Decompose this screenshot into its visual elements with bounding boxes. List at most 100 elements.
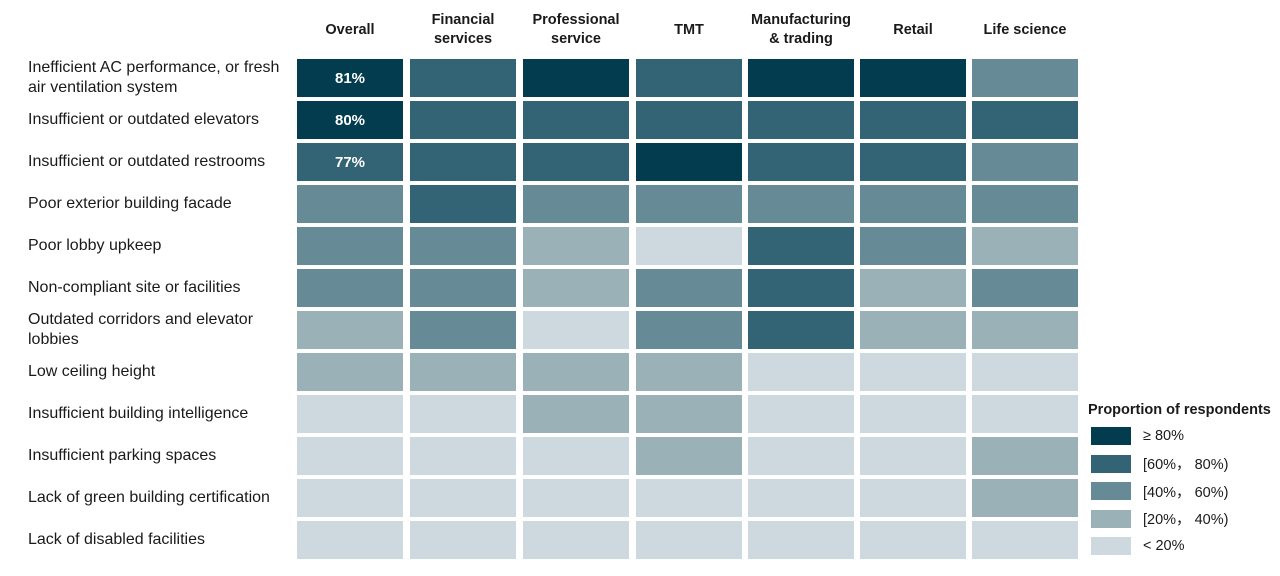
heatmap-cell xyxy=(297,353,403,391)
heatmap-cell xyxy=(410,227,516,265)
heatmap-cell xyxy=(860,437,966,475)
row-label: Poor lobby upkeep xyxy=(28,237,162,254)
heatmap-cell xyxy=(636,227,742,265)
heatmap-cell xyxy=(297,59,403,97)
heatmap-cell xyxy=(860,185,966,223)
legend-swatch xyxy=(1091,537,1131,555)
legend-item: [40%， 60%) xyxy=(1091,481,1228,501)
heatmap-cell xyxy=(523,437,629,475)
heatmap-cell xyxy=(860,101,966,139)
heatmap-cell xyxy=(972,479,1078,517)
heatmap-cell xyxy=(410,311,516,349)
heatmap-cell xyxy=(972,227,1078,265)
heatmap-cell xyxy=(636,437,742,475)
heatmap-cell xyxy=(410,479,516,517)
heatmap-cell xyxy=(748,227,854,265)
cell-value-label: 81% xyxy=(334,69,366,87)
heatmap-cell xyxy=(523,311,629,349)
heatmap-cell xyxy=(410,143,516,181)
heatmap-cell xyxy=(748,311,854,349)
heatmap-cell xyxy=(636,353,742,391)
heatmap-cell xyxy=(860,353,966,391)
heatmap-cell xyxy=(410,101,516,139)
row-label: Lack of green building certification xyxy=(28,489,270,506)
heatmap-cell xyxy=(297,227,403,265)
heatmap-cell xyxy=(410,185,516,223)
column-header: Professional service xyxy=(532,12,620,47)
cell-value-label: 80% xyxy=(334,111,366,129)
heatmap-cell xyxy=(748,101,854,139)
legend-label: [60%， 80%) xyxy=(1143,457,1229,473)
heatmap-cell xyxy=(297,521,403,559)
heatmap-cell xyxy=(748,185,854,223)
heatmap-cell xyxy=(860,479,966,517)
column-header: Financial services xyxy=(431,12,495,47)
row-label: Low ceiling height xyxy=(28,363,156,380)
legend-swatch xyxy=(1091,454,1131,473)
heatmap-cell xyxy=(748,353,854,391)
legend-item: [60%， 80%) xyxy=(1091,454,1228,474)
heatmap-cell xyxy=(972,185,1078,223)
heatmap-cell xyxy=(972,59,1078,97)
heatmap-cell xyxy=(410,395,516,433)
legend-label: [20%， 40%) xyxy=(1143,512,1229,528)
legend-title: Proportion of respondents xyxy=(1088,402,1271,418)
heatmap-cell xyxy=(972,101,1078,139)
heatmap-cell xyxy=(410,353,516,391)
row-label: Insufficient or outdated elevators xyxy=(28,111,259,128)
heatmap-cell xyxy=(972,353,1078,391)
row-label: Outdated corridors and elevator lobbies xyxy=(28,311,254,348)
row-label: Insufficient parking spaces xyxy=(28,447,217,464)
row-label: Insufficient building intelligence xyxy=(28,405,249,422)
heatmap-cell xyxy=(860,395,966,433)
column-header: TMT xyxy=(674,21,704,38)
heatmap-cell xyxy=(523,59,629,97)
heatmap-cell xyxy=(410,269,516,307)
heatmap-cell xyxy=(297,437,403,475)
column-header: Retail xyxy=(893,21,933,38)
heatmap-cell xyxy=(860,311,966,349)
legend-item: ≥ 80% xyxy=(1091,426,1184,446)
legend-item: < 20% xyxy=(1091,536,1185,556)
heatmap-cell xyxy=(297,479,403,517)
heatmap-cell xyxy=(636,479,742,517)
legend-label: [40%， 60%) xyxy=(1143,484,1229,501)
column-header: Manufacturing & trading xyxy=(751,12,851,47)
heatmap-cell xyxy=(636,101,742,139)
heatmap-cell xyxy=(972,311,1078,349)
heatmap-cell xyxy=(297,185,403,223)
heatmap-cell xyxy=(636,185,742,223)
heatmap-cell xyxy=(860,227,966,265)
heatmap-cell xyxy=(523,185,629,223)
heatmap-cell xyxy=(636,311,742,349)
heatmap-cell xyxy=(860,269,966,307)
heatmap-cell xyxy=(748,269,854,307)
heatmap-cell xyxy=(636,269,742,307)
heatmap-cell xyxy=(636,395,742,433)
heatmap-cell xyxy=(297,269,403,307)
column-header: Life science xyxy=(983,21,1067,38)
row-label: Inefficient AC performance, or fresh air… xyxy=(28,59,280,96)
heatmap-cell xyxy=(748,521,854,559)
heatmap-cell xyxy=(297,143,403,181)
heatmap-cell xyxy=(748,479,854,517)
heatmap-cell xyxy=(523,479,629,517)
heatmap-cell xyxy=(972,437,1078,475)
heatmap-cell xyxy=(523,353,629,391)
cell-value-label: 77% xyxy=(334,153,366,171)
column-header: Overall xyxy=(325,21,375,38)
heatmap-cell xyxy=(523,227,629,265)
row-label: Lack of disabled facilities xyxy=(28,531,205,548)
legend-label: ≥ 80% xyxy=(1143,428,1185,444)
heatmap-cell xyxy=(972,143,1078,181)
heatmap-cell xyxy=(636,143,742,181)
heatmap-cell xyxy=(410,59,516,97)
legend-label: < 20% xyxy=(1143,538,1185,554)
heatmap-cell xyxy=(297,311,403,349)
heatmap-cell xyxy=(410,437,516,475)
heatmap-cell xyxy=(860,143,966,181)
heatmap-cell xyxy=(636,59,742,97)
heatmap-cell xyxy=(972,395,1078,433)
heatmap-cell xyxy=(748,437,854,475)
